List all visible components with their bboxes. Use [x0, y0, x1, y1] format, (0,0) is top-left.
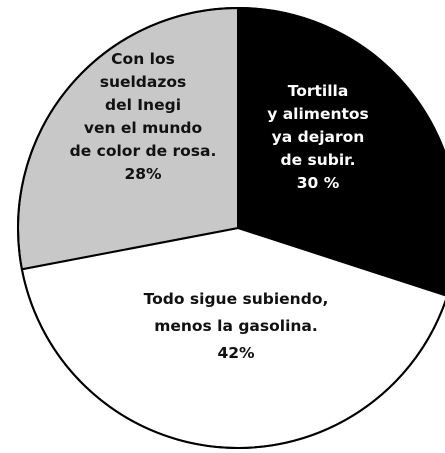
pie-slice-label-0: Tortilla y alimentos ya dejaron de subir. 30… — [267, 82, 369, 192]
pie-slice-label-2: Con los sueldazos del Inegi ven el mundo de … — [70, 50, 217, 183]
pie-slice-label-line-0-0: Tortilla — [288, 82, 349, 100]
pie-slice-label-line-2-0: Con los — [111, 50, 175, 68]
pie-slice-percent-2: 28% — [124, 165, 162, 183]
pie-slice-label-line-0-2: ya dejaron — [272, 128, 365, 146]
pie-slice-label-line-0-3: de subir. — [281, 151, 356, 169]
pie-slice-label-line-2-2: del Inegi — [105, 96, 181, 114]
pie-outline — [17, 7, 445, 449]
pie-slice-label-line-1-0: Todo sigue subiendo, — [144, 290, 329, 308]
pie-slice-2 — [17, 7, 239, 271]
pie-slice-label-line-2-3: ven el mundo — [84, 119, 202, 137]
pie-slice-label-line-0-1: y alimentos — [267, 105, 369, 123]
pie-slice-label-line-1-1: menos la gasolina. — [154, 317, 318, 335]
pie-slice-percent-0: 30 % — [297, 174, 340, 192]
pie-slice-label-line-2-4: de color de rosa. — [70, 142, 217, 160]
pie-slice-label-1: Todo sigue subiendo, menos la gasolina. 42… — [144, 290, 329, 362]
pie-slice-label-line-2-1: sueldazos — [100, 73, 187, 91]
pie-slice-percent-1: 42% — [217, 344, 255, 362]
